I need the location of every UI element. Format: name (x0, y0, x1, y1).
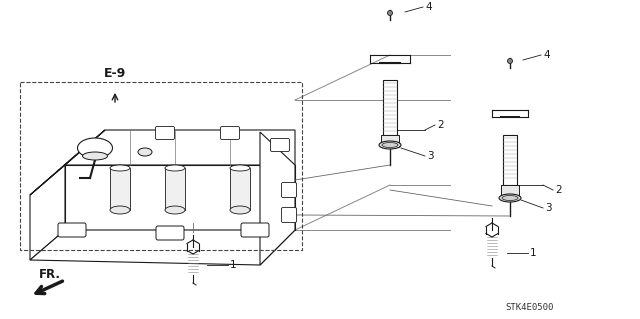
Polygon shape (30, 130, 105, 195)
Text: 4: 4 (425, 2, 431, 12)
Ellipse shape (165, 165, 185, 171)
FancyBboxPatch shape (58, 223, 86, 237)
Ellipse shape (502, 196, 518, 201)
Polygon shape (110, 168, 130, 210)
Polygon shape (503, 135, 517, 185)
Polygon shape (65, 130, 295, 165)
FancyBboxPatch shape (221, 127, 239, 139)
Ellipse shape (77, 138, 113, 158)
FancyBboxPatch shape (241, 223, 269, 237)
Text: 2: 2 (437, 120, 444, 130)
FancyBboxPatch shape (282, 207, 296, 222)
FancyBboxPatch shape (282, 182, 296, 197)
Text: 1: 1 (230, 260, 237, 270)
Text: STK4E0500: STK4E0500 (506, 303, 554, 313)
Polygon shape (230, 168, 250, 210)
Text: 2: 2 (555, 185, 562, 195)
Text: 3: 3 (427, 151, 434, 161)
Text: 1: 1 (530, 248, 536, 258)
Text: 4: 4 (543, 50, 550, 60)
FancyBboxPatch shape (156, 127, 175, 139)
Polygon shape (381, 135, 399, 147)
Polygon shape (383, 80, 397, 135)
Ellipse shape (110, 206, 130, 214)
FancyBboxPatch shape (271, 138, 289, 152)
Circle shape (508, 58, 513, 63)
FancyBboxPatch shape (156, 226, 184, 240)
Ellipse shape (83, 152, 108, 160)
Circle shape (387, 11, 392, 16)
Polygon shape (65, 165, 295, 230)
Polygon shape (30, 165, 65, 260)
Polygon shape (260, 132, 295, 265)
Text: 3: 3 (545, 203, 552, 213)
Polygon shape (165, 168, 185, 210)
Ellipse shape (379, 141, 401, 149)
Ellipse shape (138, 148, 152, 156)
Ellipse shape (165, 206, 185, 214)
Polygon shape (501, 185, 519, 196)
Ellipse shape (110, 165, 130, 171)
Polygon shape (30, 230, 295, 265)
Text: E-9: E-9 (104, 67, 126, 80)
Ellipse shape (230, 165, 250, 171)
Ellipse shape (230, 206, 250, 214)
Text: FR.: FR. (39, 268, 61, 280)
Ellipse shape (499, 194, 521, 202)
Ellipse shape (382, 143, 398, 147)
